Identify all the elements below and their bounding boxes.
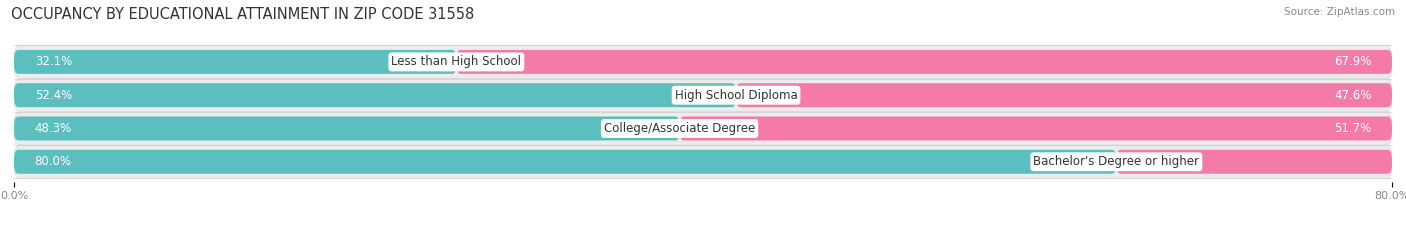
Text: 67.9%: 67.9% bbox=[1334, 55, 1371, 69]
Text: OCCUPANCY BY EDUCATIONAL ATTAINMENT IN ZIP CODE 31558: OCCUPANCY BY EDUCATIONAL ATTAINMENT IN Z… bbox=[11, 7, 474, 22]
Text: 32.1%: 32.1% bbox=[35, 55, 72, 69]
Text: 52.4%: 52.4% bbox=[35, 89, 72, 102]
Text: 48.3%: 48.3% bbox=[35, 122, 72, 135]
FancyBboxPatch shape bbox=[14, 79, 1392, 112]
FancyBboxPatch shape bbox=[1116, 150, 1392, 174]
FancyBboxPatch shape bbox=[457, 50, 1392, 74]
FancyBboxPatch shape bbox=[14, 45, 1392, 79]
FancyBboxPatch shape bbox=[14, 150, 1116, 174]
FancyBboxPatch shape bbox=[14, 145, 1392, 178]
FancyBboxPatch shape bbox=[737, 83, 1392, 107]
Text: Bachelor's Degree or higher: Bachelor's Degree or higher bbox=[1033, 155, 1199, 168]
Text: High School Diploma: High School Diploma bbox=[675, 89, 797, 102]
FancyBboxPatch shape bbox=[14, 83, 737, 107]
FancyBboxPatch shape bbox=[14, 112, 1392, 145]
FancyBboxPatch shape bbox=[14, 50, 457, 74]
FancyBboxPatch shape bbox=[679, 116, 1392, 140]
Text: 51.7%: 51.7% bbox=[1334, 122, 1371, 135]
Text: 80.0%: 80.0% bbox=[35, 155, 72, 168]
Text: Source: ZipAtlas.com: Source: ZipAtlas.com bbox=[1284, 7, 1395, 17]
Text: College/Associate Degree: College/Associate Degree bbox=[605, 122, 755, 135]
FancyBboxPatch shape bbox=[14, 116, 679, 140]
Text: 47.6%: 47.6% bbox=[1334, 89, 1371, 102]
Text: Less than High School: Less than High School bbox=[391, 55, 522, 69]
